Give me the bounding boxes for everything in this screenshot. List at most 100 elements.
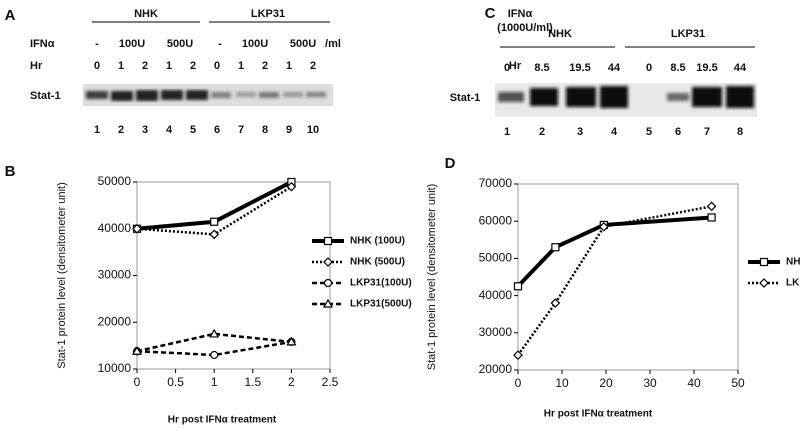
label: 2 bbox=[539, 126, 545, 138]
bands-a bbox=[86, 90, 326, 101]
label: 8 bbox=[262, 124, 268, 136]
label: 44 bbox=[608, 62, 621, 74]
marker bbox=[706, 201, 717, 212]
y-axis-label: Stat-1 protein level (densitometer unit) bbox=[56, 182, 68, 368]
legend-label: LKP31 bbox=[786, 278, 800, 289]
label: (1000U/ml) bbox=[497, 22, 553, 34]
label: 1 bbox=[94, 124, 100, 136]
legend-marker bbox=[323, 257, 333, 267]
label: 1 bbox=[166, 60, 172, 72]
label: 7 bbox=[238, 124, 244, 136]
y-tick-label: 70000 bbox=[479, 176, 513, 190]
marker bbox=[513, 350, 523, 360]
label: C bbox=[485, 5, 496, 22]
legend-marker bbox=[759, 257, 769, 267]
label: Stat-1 bbox=[450, 92, 481, 104]
label: - bbox=[95, 38, 99, 50]
x-tick-label: 0.5 bbox=[167, 375, 184, 389]
label: 100U bbox=[119, 38, 145, 50]
series-line bbox=[136, 332, 292, 353]
label: 0 bbox=[646, 62, 652, 74]
marker bbox=[513, 282, 523, 291]
legend-label: NHK (100U) bbox=[350, 236, 405, 247]
y-tick-label: 30000 bbox=[98, 268, 132, 282]
label: 500U bbox=[290, 38, 316, 50]
legend-marker bbox=[323, 278, 333, 288]
label: IFNα bbox=[508, 8, 533, 20]
label: NHK bbox=[548, 28, 572, 40]
label: 1 bbox=[286, 60, 292, 72]
label: 0 bbox=[214, 60, 220, 72]
label: 2 bbox=[310, 60, 316, 72]
label: 2 bbox=[262, 60, 268, 72]
label: 44 bbox=[734, 62, 747, 74]
label: 8.5 bbox=[534, 62, 549, 74]
label: 6 bbox=[675, 126, 681, 138]
marker bbox=[209, 328, 220, 338]
marker bbox=[210, 350, 219, 360]
legend-marker bbox=[323, 236, 333, 246]
series-line bbox=[136, 340, 292, 357]
x-axis-label: Hr post IFNα treatment bbox=[544, 409, 653, 420]
y-tick-label: 60000 bbox=[479, 213, 513, 227]
label: 1 bbox=[118, 60, 124, 72]
y-axis-label: Stat-1 protein level (densitometer unit) bbox=[426, 184, 438, 370]
legend-label: NHK bbox=[786, 257, 800, 268]
label: NHK bbox=[134, 8, 158, 20]
y-tick-label: 40000 bbox=[98, 221, 132, 235]
label: /ml bbox=[325, 38, 341, 50]
label: 3 bbox=[577, 126, 583, 138]
label: Hr bbox=[509, 60, 522, 72]
legend-marker bbox=[322, 298, 334, 308]
label: 19.5 bbox=[696, 62, 717, 74]
legend-marker bbox=[759, 278, 769, 288]
label: IFNα bbox=[30, 38, 55, 50]
marker bbox=[131, 346, 143, 355]
x-tick-label: 2.5 bbox=[322, 375, 339, 389]
x-axis-label: Hr post IFNα treatment bbox=[168, 415, 277, 426]
label: 1 bbox=[238, 60, 244, 72]
label: 0 bbox=[94, 60, 100, 72]
marker bbox=[210, 217, 219, 226]
label: 500U bbox=[167, 38, 193, 50]
label: 8 bbox=[737, 126, 743, 138]
x-tick-label: 10 bbox=[555, 376, 569, 390]
legend-label: NHK (500U) bbox=[350, 257, 405, 268]
marker bbox=[286, 181, 297, 192]
label: 3 bbox=[142, 124, 148, 136]
x-tick-label: 1 bbox=[211, 375, 218, 389]
label: 0 bbox=[504, 62, 510, 74]
marker bbox=[707, 213, 716, 222]
label: 6 bbox=[214, 124, 220, 136]
y-tick-label: 50000 bbox=[98, 174, 132, 188]
label: 1 bbox=[504, 126, 510, 138]
plot-frame bbox=[517, 183, 739, 371]
y-tick-label: 40000 bbox=[479, 288, 513, 302]
label: 5 bbox=[646, 126, 652, 138]
label: 5 bbox=[190, 124, 196, 136]
label: A bbox=[5, 7, 16, 24]
label: 9 bbox=[286, 124, 292, 136]
label: 2 bbox=[190, 60, 196, 72]
series-line bbox=[516, 215, 712, 288]
marker bbox=[551, 243, 560, 252]
marker bbox=[286, 336, 297, 346]
label: 100U bbox=[242, 38, 268, 50]
x-tick-label: 1.5 bbox=[244, 375, 261, 389]
label: 8.5 bbox=[670, 62, 685, 74]
x-tick-label: 0 bbox=[515, 376, 522, 390]
label: LKP31 bbox=[671, 28, 705, 40]
panel-label: B bbox=[5, 163, 16, 180]
label: Stat-1 bbox=[30, 90, 61, 102]
x-tick-label: 20 bbox=[599, 376, 613, 390]
marker bbox=[550, 298, 561, 308]
x-tick-label: 2 bbox=[288, 375, 295, 389]
y-tick-label: 10000 bbox=[98, 361, 132, 375]
label: LKP31 bbox=[251, 8, 285, 20]
y-tick-label: 50000 bbox=[479, 251, 513, 265]
label: - bbox=[218, 38, 222, 50]
legend-label: LKP31(100U) bbox=[350, 278, 412, 289]
y-tick-label: 30000 bbox=[479, 325, 513, 339]
panel-label: D bbox=[445, 155, 456, 172]
